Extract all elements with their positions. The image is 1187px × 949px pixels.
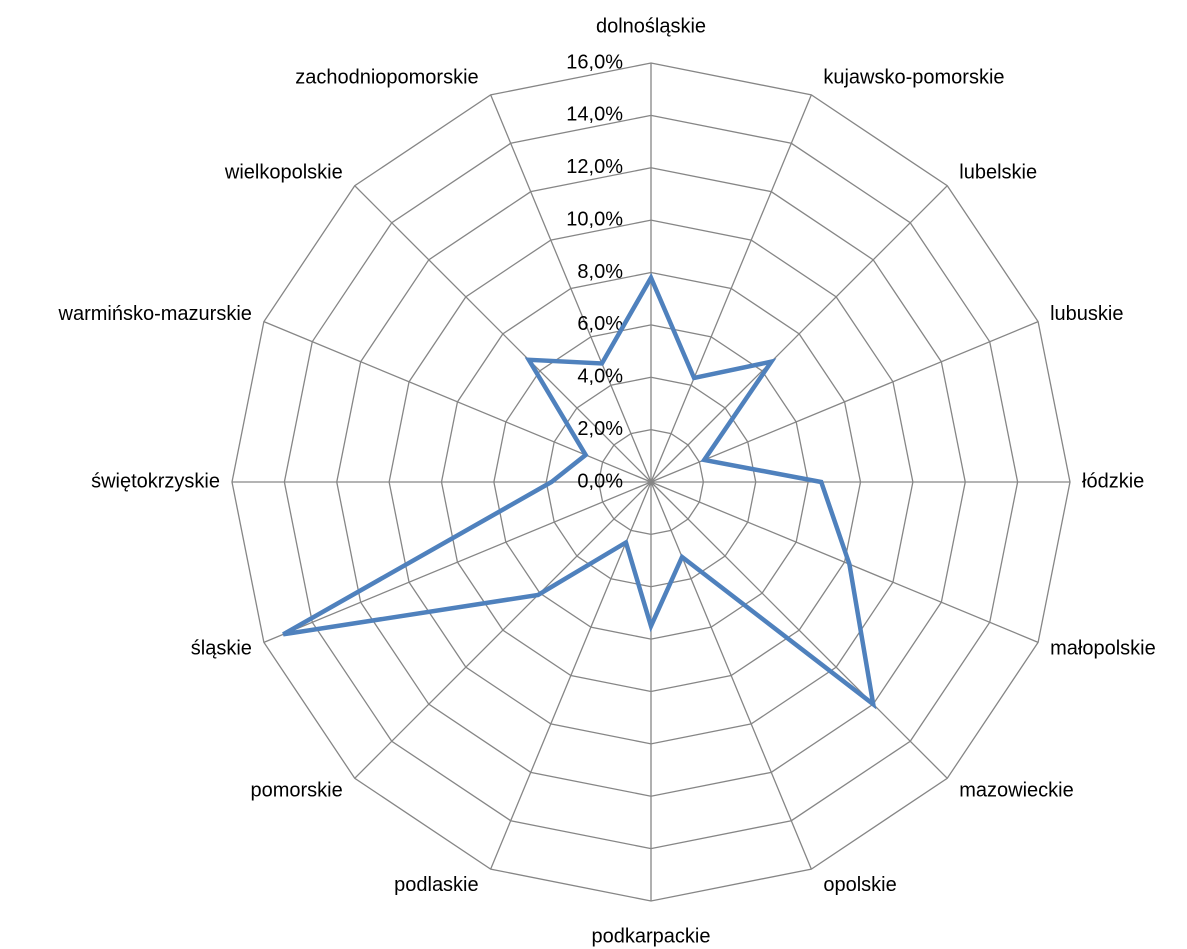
category-label: łódzkie xyxy=(1082,470,1144,492)
spoke xyxy=(650,481,1039,643)
category-label: opolskie xyxy=(823,874,896,896)
category-label: lubelskie xyxy=(959,161,1037,183)
category-label: kujawsko-pomorskie xyxy=(823,67,1004,89)
category-label: śląskie xyxy=(191,638,252,660)
r-tick-label: 0,0% xyxy=(577,470,623,492)
category-label: świętokrzyskie xyxy=(91,470,220,492)
spoke xyxy=(650,481,812,870)
spoke xyxy=(650,481,948,779)
r-tick-label: 4,0% xyxy=(577,366,623,388)
spoke xyxy=(263,481,652,643)
series-line xyxy=(282,272,877,710)
category-label: lubuskie xyxy=(1050,303,1123,325)
category-label: podkarpackie xyxy=(592,925,711,947)
category-label: warmińsko-mazurskie xyxy=(58,303,252,325)
category-label: mazowieckie xyxy=(959,779,1073,801)
spoke xyxy=(490,94,652,483)
spoke xyxy=(354,481,652,779)
spoke xyxy=(354,185,652,483)
r-tick-label: 14,0% xyxy=(566,104,623,126)
r-tick-label: 2,0% xyxy=(577,418,623,440)
category-label: małopolskie xyxy=(1050,638,1156,660)
category-label: wielkopolskie xyxy=(224,161,343,183)
r-tick-label: 12,0% xyxy=(566,156,623,178)
spoke xyxy=(650,94,812,483)
spoke xyxy=(650,321,1039,483)
category-label: dolnośląskie xyxy=(596,15,706,37)
spoke xyxy=(490,481,652,870)
category-label: pomorskie xyxy=(250,779,342,801)
r-tick-label: 8,0% xyxy=(577,261,623,283)
r-tick-label: 6,0% xyxy=(577,313,623,335)
spoke xyxy=(263,321,652,483)
r-tick-label: 16,0% xyxy=(566,51,623,73)
category-label: podlaskie xyxy=(394,874,479,896)
r-tick-label: 10,0% xyxy=(566,208,623,230)
spoke xyxy=(650,185,948,483)
category-label: zachodniopomorskie xyxy=(295,67,478,89)
